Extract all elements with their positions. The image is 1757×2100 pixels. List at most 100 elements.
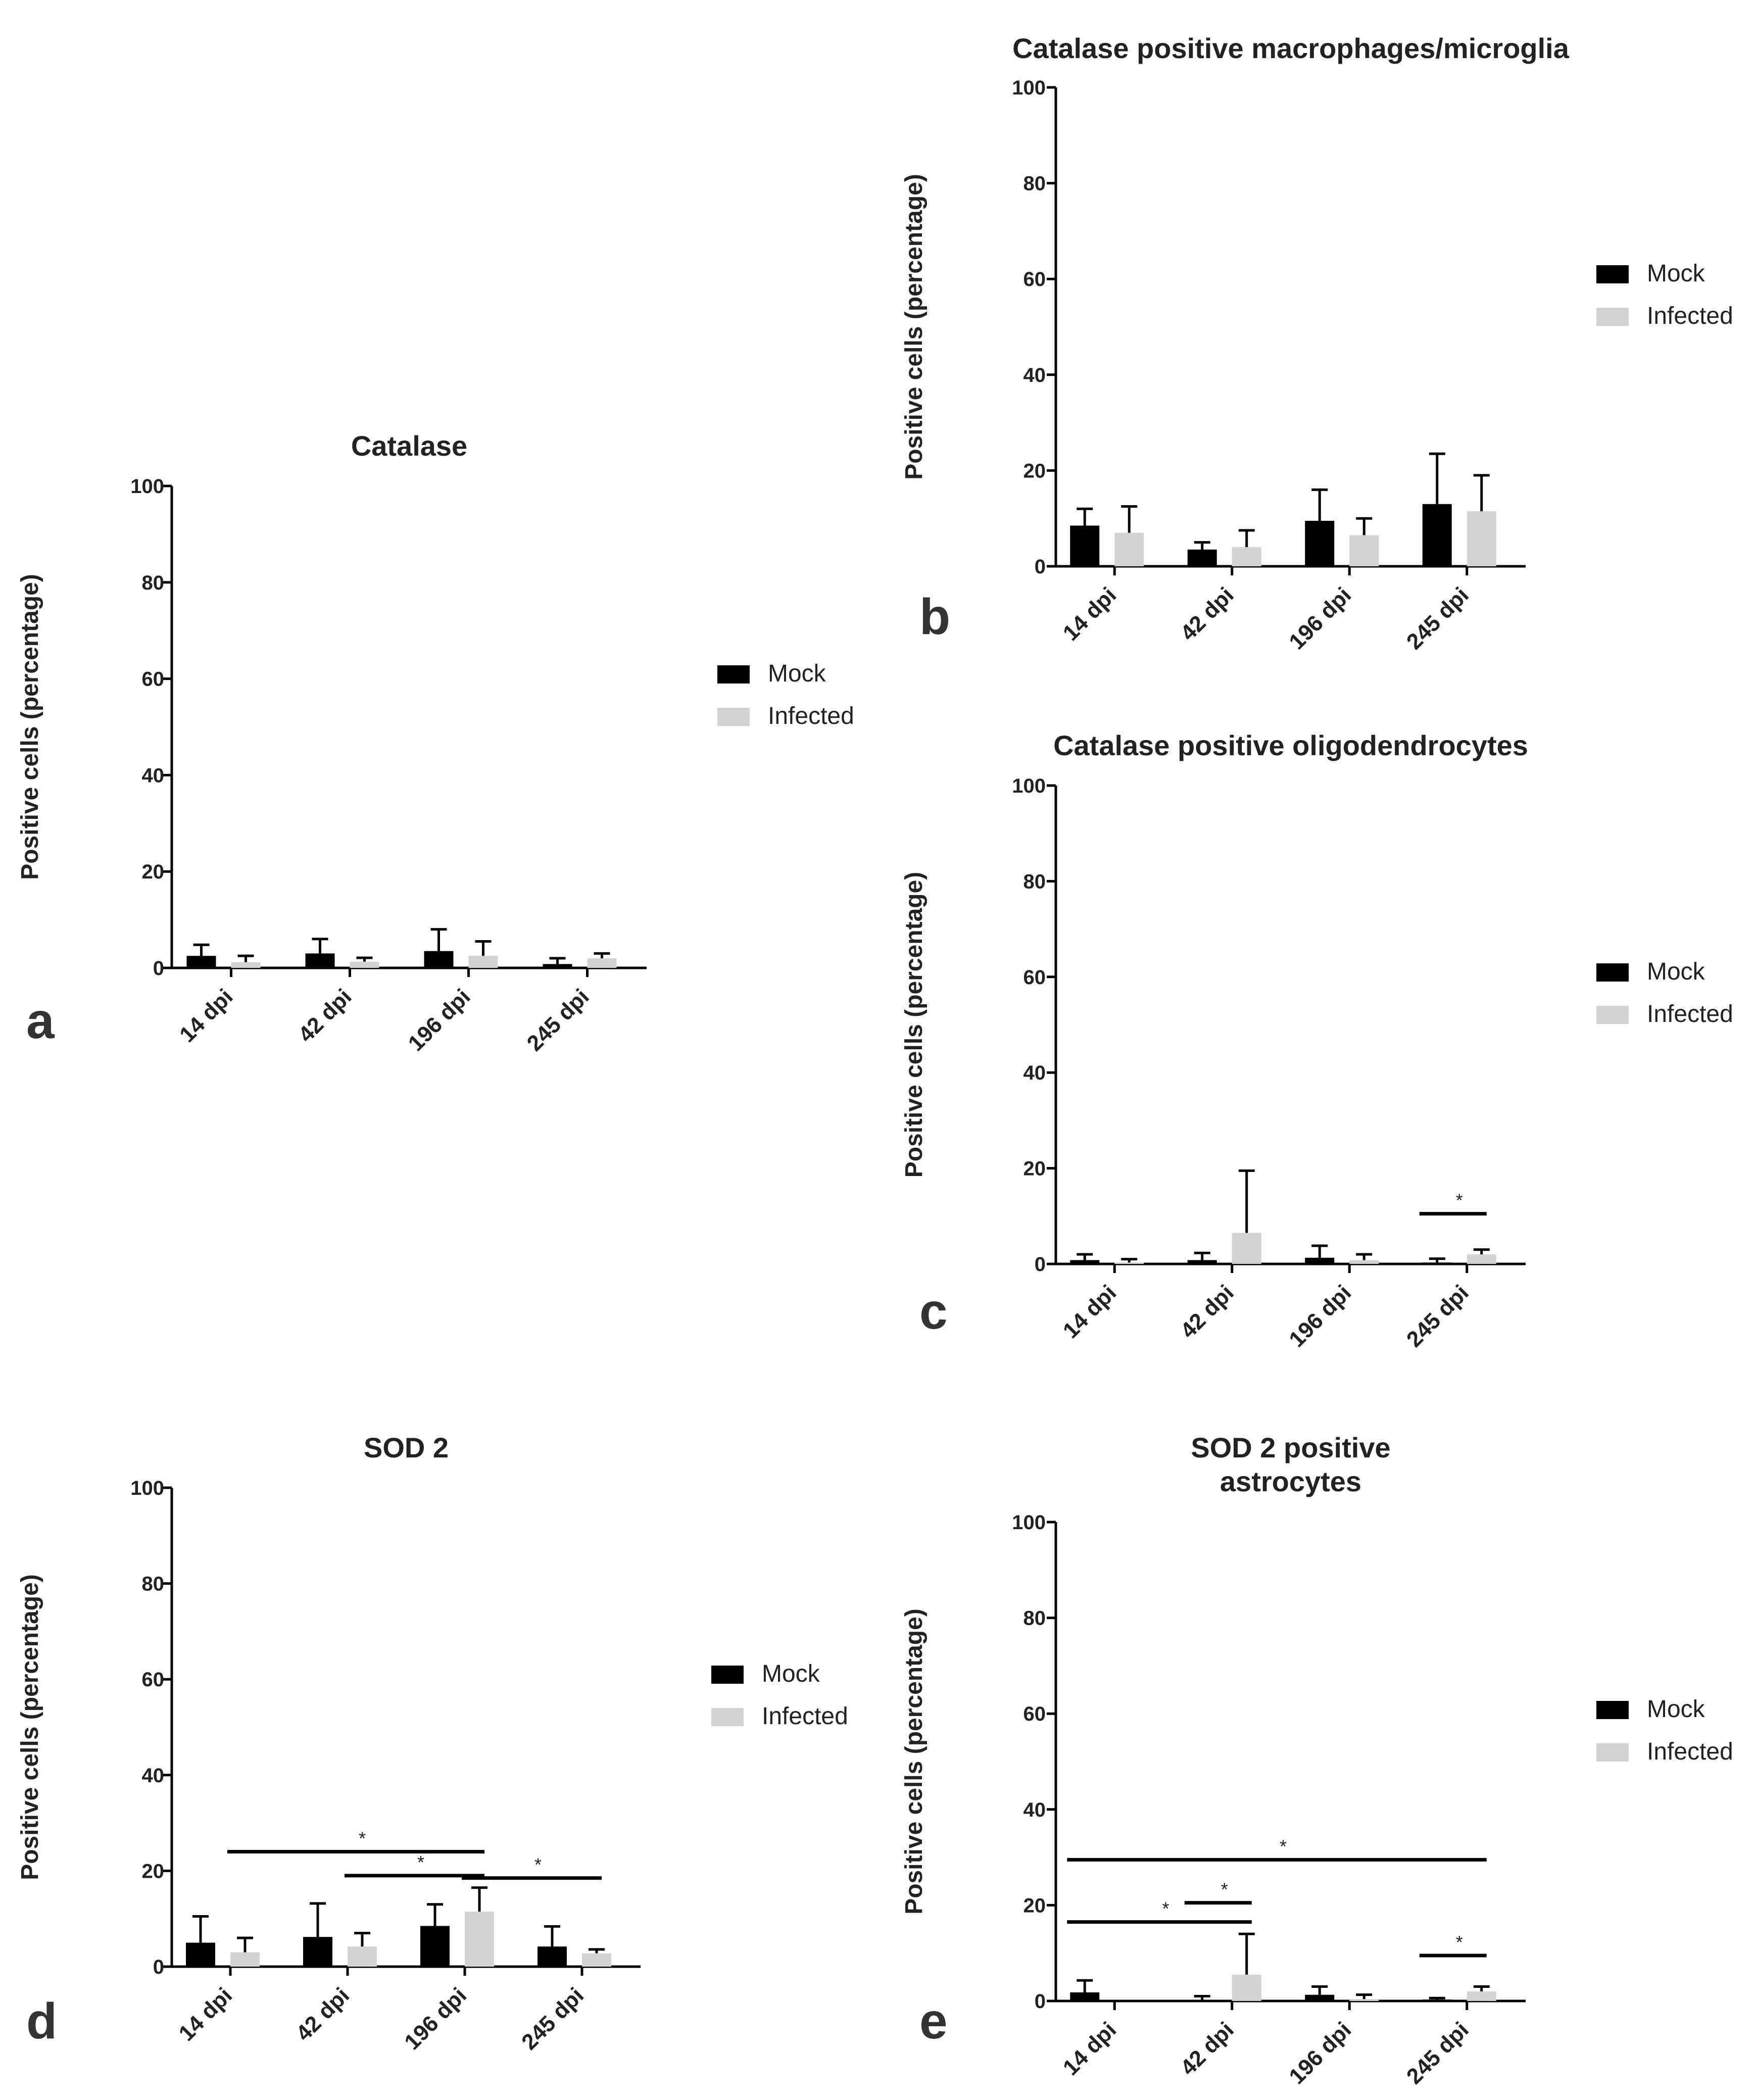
significance-marker: * — [534, 1854, 542, 1875]
x-tick-label: 196 dpi — [1284, 1280, 1356, 1352]
panel-letter: e — [919, 1993, 948, 2049]
legend-label-infected: Infected — [1647, 1001, 1733, 1028]
y-axis-label: Positive cells (percentage) — [17, 1574, 43, 1880]
x-tick-label: 14 dpi — [1058, 1280, 1121, 1343]
y-axis-label: Positive cells (percentage) — [901, 872, 928, 1178]
y-axis-label: Positive cells (percentage) — [901, 1608, 928, 1915]
bar-infected — [1349, 535, 1379, 566]
y-tick-label: 20 — [142, 1860, 165, 1882]
bar-mock — [1070, 1992, 1100, 2001]
bar-infected — [465, 1911, 494, 1967]
y-tick-label: 20 — [1023, 1894, 1046, 1917]
legend-swatch-infected — [711, 1708, 744, 1726]
y-tick-label: 20 — [142, 861, 165, 883]
bar-mock — [303, 1937, 332, 1967]
bar-infected — [231, 962, 261, 968]
y-tick-label: 0 — [153, 957, 164, 980]
bar-mock — [1422, 1999, 1452, 2001]
chart-b: Catalase positive macrophages/microglia P… — [901, 32, 1733, 654]
bar-infected — [1467, 1254, 1496, 1264]
y-tick-label: 80 — [1023, 173, 1046, 195]
significance-marker: * — [1162, 1898, 1169, 1919]
y-tick-label: 40 — [142, 1765, 165, 1787]
y-tick-label: 60 — [1023, 268, 1046, 290]
bar-infected — [350, 961, 379, 968]
y-tick-label: 100 — [1012, 77, 1046, 99]
y-tick-label: 0 — [153, 1956, 164, 1978]
chart-title: Catalase positive macrophages/microglia — [1012, 32, 1570, 64]
y-tick-label: 40 — [1023, 1799, 1046, 1821]
bar-infected — [348, 1946, 377, 1967]
x-tick-label: 196 dpi — [400, 1983, 471, 2055]
x-tick-label: 245 dpi — [522, 984, 594, 1056]
chart-title: Catalase positive oligodendrocytes — [1053, 729, 1528, 761]
legend-label-mock: Mock — [762, 1661, 820, 1687]
x-tick-label: 42 dpi — [1176, 582, 1239, 646]
legend-swatch-infected — [717, 708, 750, 726]
x-tick-label: 14 dpi — [1058, 2017, 1121, 2080]
bar-infected — [1349, 1999, 1379, 2001]
y-tick-label: 80 — [142, 1573, 165, 1595]
bar-mock — [424, 951, 454, 968]
x-tick-label: 42 dpi — [294, 984, 357, 1047]
chart-title: SOD 2 positive — [1191, 1432, 1390, 1463]
bar-infected — [1232, 1233, 1261, 1264]
significance-marker: * — [359, 1828, 366, 1848]
y-tick-label: 100 — [1012, 1511, 1046, 1534]
legend-swatch-infected — [1596, 1006, 1629, 1024]
legend-label-infected: Infected — [762, 1703, 848, 1730]
bar-infected — [1114, 1262, 1144, 1264]
panel-letter: d — [26, 1993, 57, 2049]
y-tick-label: 60 — [142, 1669, 165, 1691]
chart-title: SOD 2 — [364, 1432, 449, 1463]
y-tick-label: 100 — [130, 475, 164, 498]
legend-label-infected: Infected — [1647, 303, 1733, 329]
legend-label-mock: Mock — [1647, 1696, 1705, 1723]
x-tick-label: 14 dpi — [1058, 582, 1121, 646]
bar-mock — [1422, 504, 1452, 566]
y-tick-label: 60 — [1023, 966, 1046, 989]
panel-letter: c — [919, 1283, 948, 1340]
panel-letter: a — [26, 993, 55, 1049]
legend-label-mock: Mock — [768, 660, 826, 687]
legend-label-infected: Infected — [768, 703, 854, 729]
bar-mock — [186, 1942, 215, 1967]
legend-swatch-infected — [1596, 1743, 1629, 1762]
bar-mock — [1305, 520, 1335, 566]
bar-infected — [1232, 1974, 1261, 2001]
y-tick-label: 0 — [1035, 1990, 1046, 2013]
y-tick-label: 100 — [130, 1477, 164, 1499]
significance-marker: * — [1280, 1836, 1287, 1857]
x-tick-label: 245 dpi — [1402, 1280, 1474, 1352]
legend-swatch-mock — [1596, 1701, 1629, 1719]
y-axis-label: Positive cells (percentage) — [901, 174, 928, 480]
bar-mock — [1070, 1260, 1100, 1264]
significance-marker: * — [417, 1852, 424, 1873]
bar-mock — [1305, 1257, 1335, 1264]
legend-swatch-mock — [1596, 265, 1629, 283]
bar-infected — [1114, 532, 1144, 566]
legend-swatch-mock — [711, 1666, 744, 1684]
y-tick-label: 40 — [142, 764, 165, 787]
legend-swatch-infected — [1596, 308, 1629, 326]
bar-mock — [543, 964, 572, 968]
x-tick-label: 245 dpi — [1402, 582, 1474, 654]
bar-infected — [230, 1952, 260, 1967]
legend-swatch-mock — [717, 665, 750, 683]
y-tick-label: 40 — [1023, 364, 1046, 386]
bar-mock — [305, 953, 335, 968]
bar-mock — [538, 1946, 567, 1967]
bar-infected — [587, 958, 617, 968]
chart-title: Catalase — [351, 430, 467, 462]
y-tick-label: 80 — [1023, 870, 1046, 893]
bar-mock — [1305, 1994, 1335, 2001]
y-tick-label: 20 — [1023, 460, 1046, 482]
bar-infected — [1467, 511, 1496, 566]
legend-swatch-mock — [1596, 963, 1629, 982]
significance-marker: * — [1456, 1932, 1463, 1952]
bar-mock — [1070, 525, 1100, 566]
bar-mock — [186, 956, 216, 968]
x-tick-label: 196 dpi — [404, 984, 475, 1056]
